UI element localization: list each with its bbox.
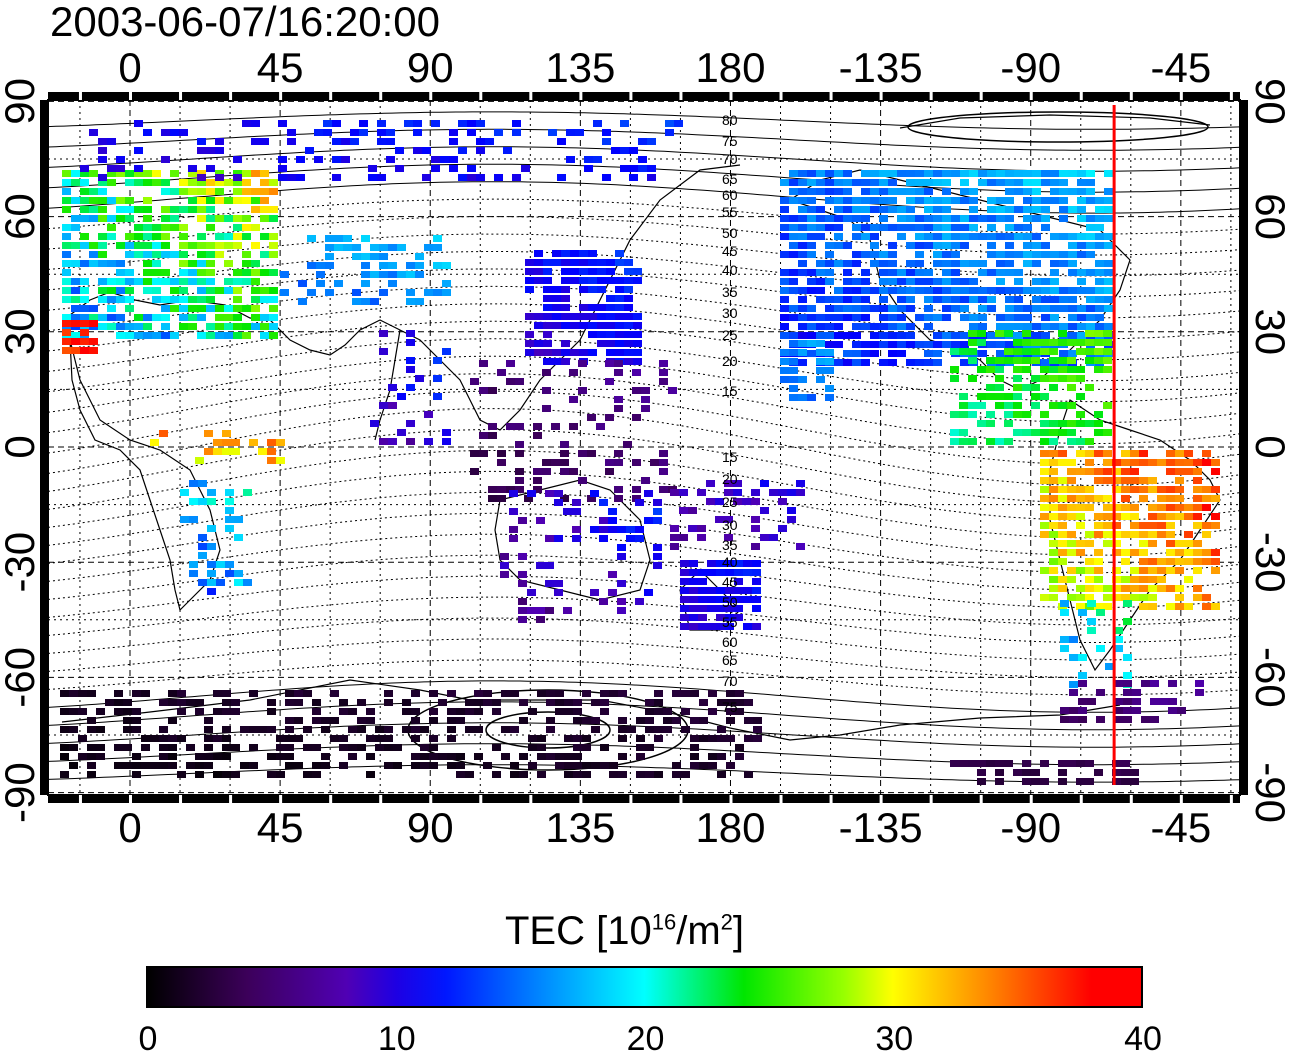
- lat-tick-left-6: -90: [0, 762, 43, 823]
- contour-label-5: 55: [722, 204, 738, 220]
- contour-label-2: 70: [722, 151, 738, 167]
- contour-label-21: 50: [722, 594, 738, 610]
- colorbar-title-main: TEC [10: [505, 909, 652, 953]
- lon-tick-bottom-7: -45: [1150, 804, 1211, 851]
- lat-tick-left-0: 90: [0, 78, 43, 125]
- colorbar: [146, 966, 1143, 1008]
- contour-label-22: 55: [722, 614, 738, 630]
- axis-tick-labels: 0045459090135135180180-135-135-90-90-45-…: [0, 44, 1292, 851]
- contour-label-20: 45: [722, 574, 738, 590]
- lat-tick-left-1: 60: [0, 193, 43, 240]
- lon-tick-bottom-3: 135: [545, 804, 615, 851]
- lat-tick-left-3: 0: [0, 435, 43, 458]
- contour-label-26: 75: [722, 699, 738, 715]
- lon-tick-top-6: -90: [1000, 44, 1061, 91]
- contour-label-14: 15: [722, 449, 738, 465]
- lat-tick-right-1: 60: [1247, 193, 1292, 240]
- colorbar-label-0: 0: [138, 1020, 158, 1058]
- lon-tick-bottom-6: -90: [1000, 804, 1061, 851]
- contour-label-1: 75: [722, 133, 738, 149]
- contour-label-12: 20: [722, 353, 738, 369]
- contour-label-16: 25: [722, 494, 738, 510]
- lat-tick-right-4: -30: [1247, 532, 1292, 593]
- lon-tick-top-7: -45: [1150, 44, 1211, 91]
- colorbar-title: TEC [1016/m2]: [505, 908, 744, 954]
- colorbar-label-4: 40: [1124, 1020, 1162, 1058]
- colorbar-title-unit-exponent: 2: [720, 909, 733, 935]
- coastline-1: [69, 339, 221, 612]
- lon-tick-top-1: 45: [257, 44, 304, 91]
- lat-tick-right-5: -60: [1247, 647, 1292, 708]
- colorbar-title-unit: /m: [676, 909, 721, 953]
- contour-label-19: 40: [722, 554, 738, 570]
- lon-tick-top-0: 0: [118, 44, 141, 91]
- tec-data-layer: [60, 120, 1220, 785]
- lon-tick-bottom-2: 90: [407, 804, 454, 851]
- lat-tick-left-4: -30: [0, 532, 43, 593]
- contour-label-10: 30: [722, 305, 738, 321]
- lon-tick-bottom-5: -135: [839, 804, 923, 851]
- contour-label-13: 15: [722, 383, 738, 399]
- colorbar-label-2: 20: [626, 1020, 665, 1058]
- lon-tick-top-5: -135: [839, 44, 923, 91]
- colorbar-title-close: ]: [732, 909, 745, 953]
- contour-label-15: 20: [722, 471, 738, 487]
- contour-label-0: 80: [722, 112, 738, 128]
- contour-label-8: 40: [722, 262, 738, 278]
- contour-label-11: 25: [722, 327, 738, 343]
- lon-tick-top-4: 180: [695, 44, 765, 91]
- lon-tick-bottom-4: 180: [695, 804, 765, 851]
- contour-label-3: 65: [722, 171, 738, 187]
- contour-label-25: 70: [722, 673, 738, 689]
- contour-label-18: 35: [722, 537, 738, 553]
- lat-tick-right-0: 90: [1247, 78, 1292, 125]
- contour-label-17: 30: [722, 517, 738, 533]
- contour-labels: 8075706560555045403530252015152025303540…: [722, 112, 738, 715]
- lon-tick-top-3: 135: [545, 44, 615, 91]
- lat-tick-right-6: -90: [1247, 762, 1292, 823]
- tec-map: 8075706560555045403530252015152025303540…: [0, 44, 1292, 851]
- timestamp-title: 2003-06-07/16:20:00: [50, 0, 440, 45]
- contour-label-23: 60: [722, 634, 738, 650]
- contour-label-24: 65: [722, 652, 738, 668]
- lon-tick-top-2: 90: [407, 44, 454, 91]
- colorbar-label-1: 10: [377, 1020, 416, 1058]
- contour-label-7: 45: [722, 243, 738, 259]
- coastline-8: [899, 114, 1211, 129]
- contour-label-9: 35: [722, 284, 738, 300]
- lat-tick-left-2: 30: [0, 308, 43, 355]
- colorbar-title-exponent: 16: [651, 909, 677, 935]
- lon-tick-bottom-1: 45: [257, 804, 304, 851]
- lon-tick-bottom-0: 0: [118, 804, 141, 851]
- contour-label-4: 60: [722, 187, 738, 203]
- lat-tick-left-5: -60: [0, 647, 43, 708]
- axis-ticks: [40, 92, 1248, 803]
- lat-tick-right-2: 30: [1247, 308, 1292, 355]
- colorbar-label-3: 30: [875, 1020, 914, 1058]
- lat-tick-right-3: 0: [1247, 435, 1292, 458]
- contour-label-6: 50: [722, 225, 738, 241]
